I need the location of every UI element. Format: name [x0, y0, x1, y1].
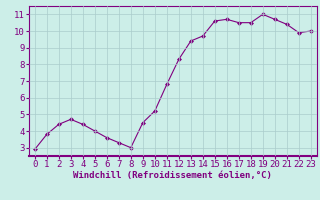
X-axis label: Windchill (Refroidissement éolien,°C): Windchill (Refroidissement éolien,°C) — [73, 171, 272, 180]
